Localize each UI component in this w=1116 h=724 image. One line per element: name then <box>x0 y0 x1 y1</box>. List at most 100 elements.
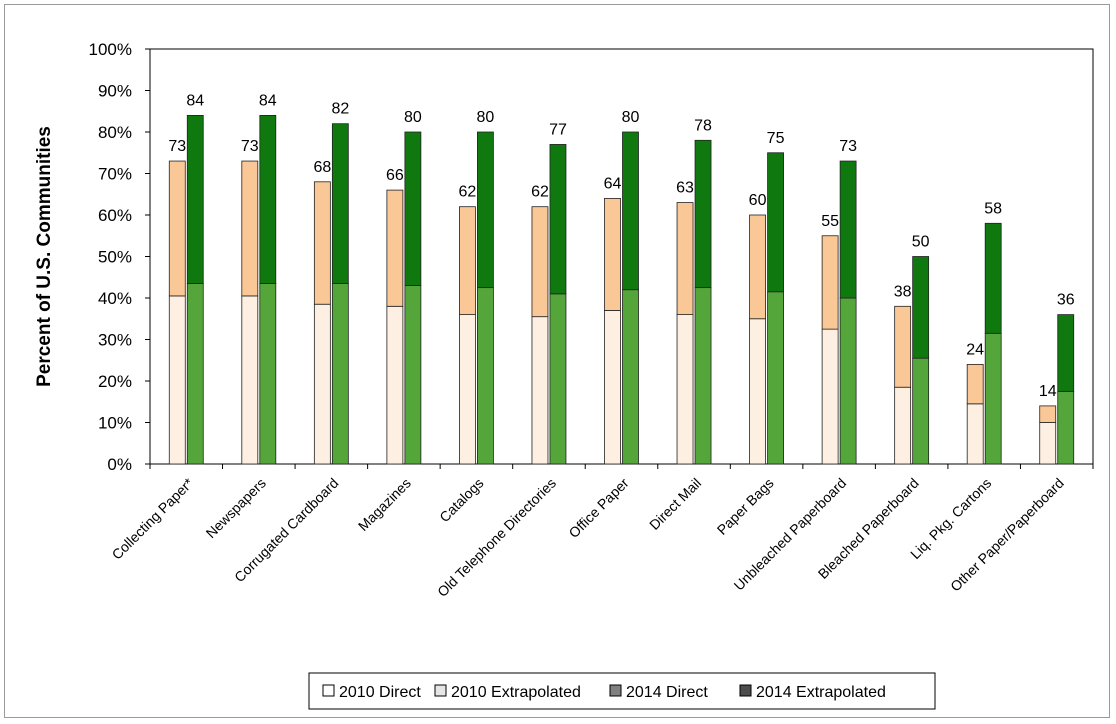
bar-2010-direct <box>966 403 984 465</box>
data-label: 78 <box>694 117 712 134</box>
x-category-label: Office Paper <box>565 475 631 541</box>
bar-2010-direct <box>531 316 549 465</box>
legend-box <box>308 672 936 710</box>
data-label: 14 <box>1039 383 1057 400</box>
bar-2010-direct <box>676 314 694 465</box>
data-label: 73 <box>168 138 186 155</box>
bar-2014-direct <box>477 287 494 465</box>
data-label: 73 <box>839 138 857 155</box>
data-label: 80 <box>622 109 640 126</box>
data-label: 64 <box>604 175 622 192</box>
bar-2010-extrapolated <box>821 235 839 330</box>
data-label: 62 <box>459 184 477 201</box>
bar-2010-direct <box>1039 422 1057 465</box>
bar-2014-extrapolated <box>259 115 277 284</box>
x-category-label: Old Telephone Directories <box>434 475 559 600</box>
data-label: 50 <box>912 234 930 251</box>
data-label: 84 <box>259 92 277 109</box>
x-category-label: Direct Mail <box>646 475 704 533</box>
legend-label: 2010 Direct <box>339 684 421 701</box>
bar-2014-extrapolated <box>331 123 349 284</box>
bar-2010-extrapolated <box>966 363 984 405</box>
legend-swatch <box>609 684 622 697</box>
bar-2010-direct <box>821 328 839 465</box>
y-tick-label: 60% <box>98 206 132 225</box>
bar-2014-extrapolated <box>767 152 784 293</box>
data-label: 84 <box>186 92 204 109</box>
bar-2010-direct <box>168 295 186 465</box>
bar-2014-extrapolated <box>1057 314 1075 392</box>
bar-2014-extrapolated <box>549 144 567 295</box>
bar-2010-direct <box>313 303 331 465</box>
bar-2010-extrapolated <box>168 160 186 297</box>
data-label: 75 <box>767 130 785 147</box>
x-category-label: Collecting Paper* <box>109 474 197 562</box>
bar-2014-direct <box>622 289 639 465</box>
legend-swatch <box>739 684 752 697</box>
y-tick-label: 0% <box>107 455 132 474</box>
bar-2014-direct <box>912 357 930 465</box>
data-label: 80 <box>404 109 422 126</box>
bar-2014-extrapolated <box>477 131 494 289</box>
y-tick-label: 50% <box>98 248 132 267</box>
y-tick-label: 70% <box>98 165 132 184</box>
bar-2014-direct <box>767 291 784 465</box>
bar-2014-extrapolated <box>622 131 639 291</box>
bar-2014-direct <box>694 287 712 465</box>
bar-2014-direct <box>331 283 349 465</box>
y-tick-label: 30% <box>98 331 132 350</box>
data-label: 24 <box>966 341 984 358</box>
y-axis-label: Percent of U.S. Communities <box>34 126 55 387</box>
bar-2014-direct <box>404 285 422 465</box>
legend-label: 2010 Extrapolated <box>451 684 581 701</box>
bar-2014-direct <box>984 332 1002 465</box>
bar-2014-extrapolated <box>839 160 857 299</box>
y-tick-label: 100% <box>89 40 132 59</box>
bar-2014-extrapolated <box>984 222 1002 334</box>
bar-2010-direct <box>386 305 404 465</box>
bar-2010-direct <box>749 318 766 465</box>
data-label: 66 <box>386 167 404 184</box>
y-tick-label: 80% <box>98 123 132 142</box>
bar-2014-extrapolated <box>404 131 422 286</box>
data-label: 55 <box>821 213 839 230</box>
data-label: 63 <box>676 180 694 197</box>
data-label: 58 <box>984 200 1002 217</box>
bar-2010-extrapolated <box>241 160 259 297</box>
data-label: 38 <box>894 283 912 300</box>
x-category-label: Catalogs <box>436 475 486 525</box>
bar-2014-direct <box>839 297 857 465</box>
data-label: 82 <box>331 101 349 118</box>
bar-2014-extrapolated <box>694 139 712 289</box>
bar-2010-extrapolated <box>894 305 912 388</box>
legend-swatch <box>434 684 447 697</box>
legend-swatch <box>322 684 335 697</box>
x-category-label: Paper Bags <box>714 475 777 538</box>
bar-2010-extrapolated <box>531 206 549 318</box>
x-category-label: Magazines <box>355 475 414 534</box>
bar-2010-direct <box>459 314 476 465</box>
data-label: 68 <box>313 159 331 176</box>
x-category-label: Newspapers <box>203 475 269 541</box>
data-label: 62 <box>531 184 549 201</box>
y-tick-label: 20% <box>98 372 132 391</box>
bar-2014-direct <box>186 283 204 465</box>
data-label: 77 <box>549 121 567 138</box>
data-label: 60 <box>749 192 767 209</box>
bar-2010-direct <box>604 310 621 465</box>
data-label: 36 <box>1057 292 1075 309</box>
bar-2010-extrapolated <box>459 206 476 315</box>
bar-2014-direct <box>259 283 277 465</box>
y-tick-label: 10% <box>98 414 132 433</box>
bar-2010-extrapolated <box>749 214 766 320</box>
y-tick-label: 90% <box>98 82 132 101</box>
bar-2010-extrapolated <box>313 181 331 305</box>
bar-2014-direct <box>549 293 567 465</box>
data-label: 80 <box>477 109 495 126</box>
bar-2010-direct <box>241 295 259 465</box>
bar-2010-extrapolated <box>604 197 621 311</box>
bar-2014-extrapolated <box>186 115 204 284</box>
y-tick-label: 40% <box>98 289 132 308</box>
legend-label: 2014 Extrapolated <box>756 684 886 701</box>
